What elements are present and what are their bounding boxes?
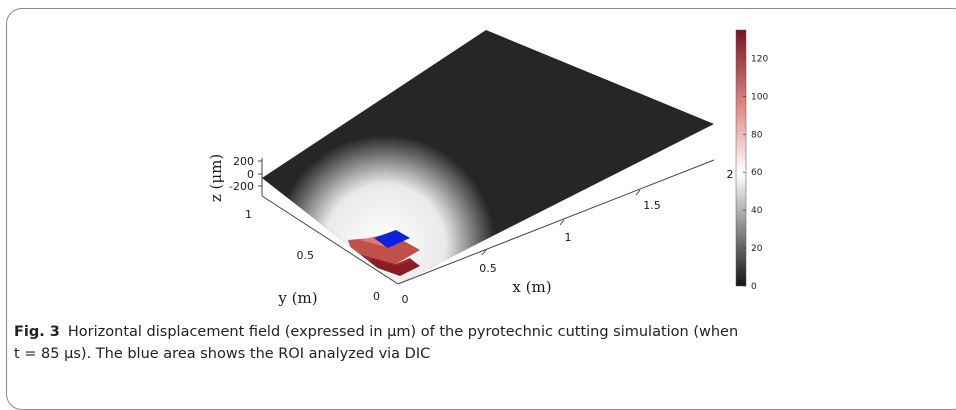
x-axis-label: x (m) <box>512 278 551 296</box>
y-tick-label: 0.5 <box>297 249 315 262</box>
x-axis: 0 0.5 1 1.5 2 x (m) <box>402 168 734 306</box>
caption-text-line2: t = 85 μs). The blue area shows the ROI … <box>14 346 431 362</box>
x-axis-line <box>397 159 715 285</box>
displacement-ridge <box>352 252 414 270</box>
z-tick-label: 0 <box>247 168 254 181</box>
colorbar-tick-label: 120 <box>751 54 768 64</box>
colorbar: 0 20 40 60 80 100 120 <box>735 29 768 292</box>
y-tick-label: 0 <box>373 290 380 303</box>
y-axis: 1 0.5 0 y (m) <box>245 208 380 307</box>
colorbar-tick-label: 60 <box>751 168 763 178</box>
figure-caption: Fig. 3 Horizontal displacement field (exp… <box>14 321 944 365</box>
caption-text: Horizontal displacement field (expressed… <box>67 324 739 340</box>
colorbar-tick-label: 0 <box>751 282 757 292</box>
roi-region <box>374 230 410 248</box>
surface-plot: 200 0 -200 z (μm) 1 0.5 0 y (m) 0 0.5 1 … <box>207 29 768 307</box>
colorbar-tick-label: 100 <box>751 92 768 102</box>
x-tick-label: 0 <box>402 293 409 306</box>
displacement-hotspot <box>262 120 550 284</box>
colorbar-tick-label: 20 <box>751 244 763 254</box>
x-tick-label: 1.5 <box>643 199 661 212</box>
z-axis-label: z (μm) <box>207 154 225 202</box>
colorbar-gradient <box>735 29 747 287</box>
x-tick-label: 0.5 <box>479 262 497 275</box>
y-axis-line <box>261 195 399 285</box>
z-tick-label: -200 <box>229 180 254 193</box>
displacement-ridge <box>348 236 420 264</box>
displacement-ridge <box>370 258 420 276</box>
z-tick-label: 200 <box>233 155 254 168</box>
y-tick-label: 1 <box>245 208 252 221</box>
z-axis: 200 0 -200 z (μm) <box>207 154 262 202</box>
x-tick-label: 2 <box>727 168 734 181</box>
y-axis-label: y (m) <box>277 289 317 307</box>
colorbar-tick-label: 40 <box>751 206 763 216</box>
colorbar-tick-label: 80 <box>751 130 763 140</box>
caption-label: Fig. 3 <box>14 324 60 340</box>
x-tick-label: 1 <box>565 231 572 244</box>
